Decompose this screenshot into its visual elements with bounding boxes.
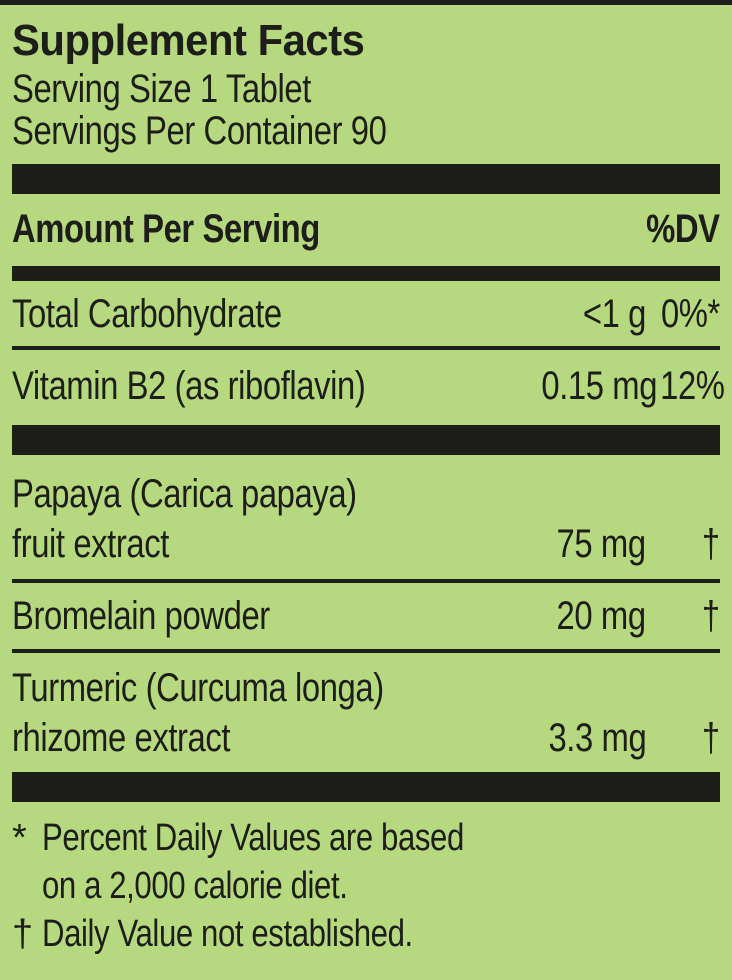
nutrient-dv: †: [702, 522, 720, 566]
nutrient-name: Total Carbohydrate: [12, 292, 282, 336]
header-divider-bar: [12, 266, 720, 281]
nutrient-amount: 20 mg: [556, 594, 647, 638]
footnote-dagger: † Daily Value not established.: [12, 910, 720, 958]
supplement-facts-panel: Supplement Facts Serving Size 1 Tablet S…: [0, 18, 732, 958]
footnote-asterisk-line2: on a 2,000 calorie diet.: [42, 865, 348, 907]
nutrient-dv: 0%*: [661, 292, 720, 336]
nutrient-amount: 75 mg: [556, 522, 647, 566]
nutrient-amount: 0.15 mg: [541, 364, 658, 408]
footnotes: * Percent Daily Values are based on a 2,…: [12, 814, 720, 958]
nutrient-row-papaya: Papaya (Carica papaya) fruit extract 75 …: [12, 469, 720, 569]
nutrient-dv: 12%: [660, 364, 725, 408]
serving-size: Serving Size 1 Tablet: [12, 67, 311, 111]
section-bar-middle: [12, 425, 720, 455]
panel-title-text: Supplement Facts: [12, 16, 365, 65]
panel-title: Supplement Facts: [12, 18, 720, 64]
dagger-marker: †: [12, 913, 34, 955]
nutrient-name: Turmeric (Curcuma longa) rhizome extract: [12, 666, 384, 760]
nutrient-name: Vitamin B2 (as riboflavin): [12, 364, 366, 408]
asterisk-marker: *: [12, 817, 27, 859]
row-divider: [12, 346, 720, 350]
servings-per-container: Servings Per Container 90: [12, 109, 387, 153]
nutrient-row-turmeric: Turmeric (Curcuma longa) rhizome extract…: [12, 663, 720, 763]
section-bar-top: [12, 164, 720, 194]
dv-header: %DV: [646, 207, 720, 251]
footnote-asterisk-line1: * Percent Daily Values are based: [12, 814, 720, 862]
nutrient-name: Bromelain powder: [12, 594, 270, 638]
nutrient-dv: †: [702, 594, 720, 638]
row-divider: [12, 579, 720, 583]
nutrient-amount: 3.3 mg: [548, 716, 646, 760]
section-bar-bottom: [12, 772, 720, 802]
serving-info: Serving Size 1 Tablet Servings Per Conta…: [12, 68, 720, 152]
row-divider: [12, 649, 720, 653]
nutrient-row-total-carbohydrate: Total Carbohydrate <1 g 0%*: [12, 291, 720, 337]
nutrient-row-vitamin-b2: Vitamin B2 (as riboflavin) 0.15 mg 12%: [12, 363, 725, 409]
column-header-row: Amount Per Serving %DV: [12, 206, 720, 252]
top-border-bar: [0, 0, 732, 5]
nutrient-amount: <1 g: [582, 292, 647, 336]
nutrient-name: Papaya (Carica papaya) fruit extract: [12, 472, 357, 566]
nutrient-dv: †: [702, 716, 720, 760]
nutrient-row-bromelain: Bromelain powder 20 mg †: [12, 591, 720, 641]
amount-per-serving-header: Amount Per Serving: [12, 207, 320, 251]
